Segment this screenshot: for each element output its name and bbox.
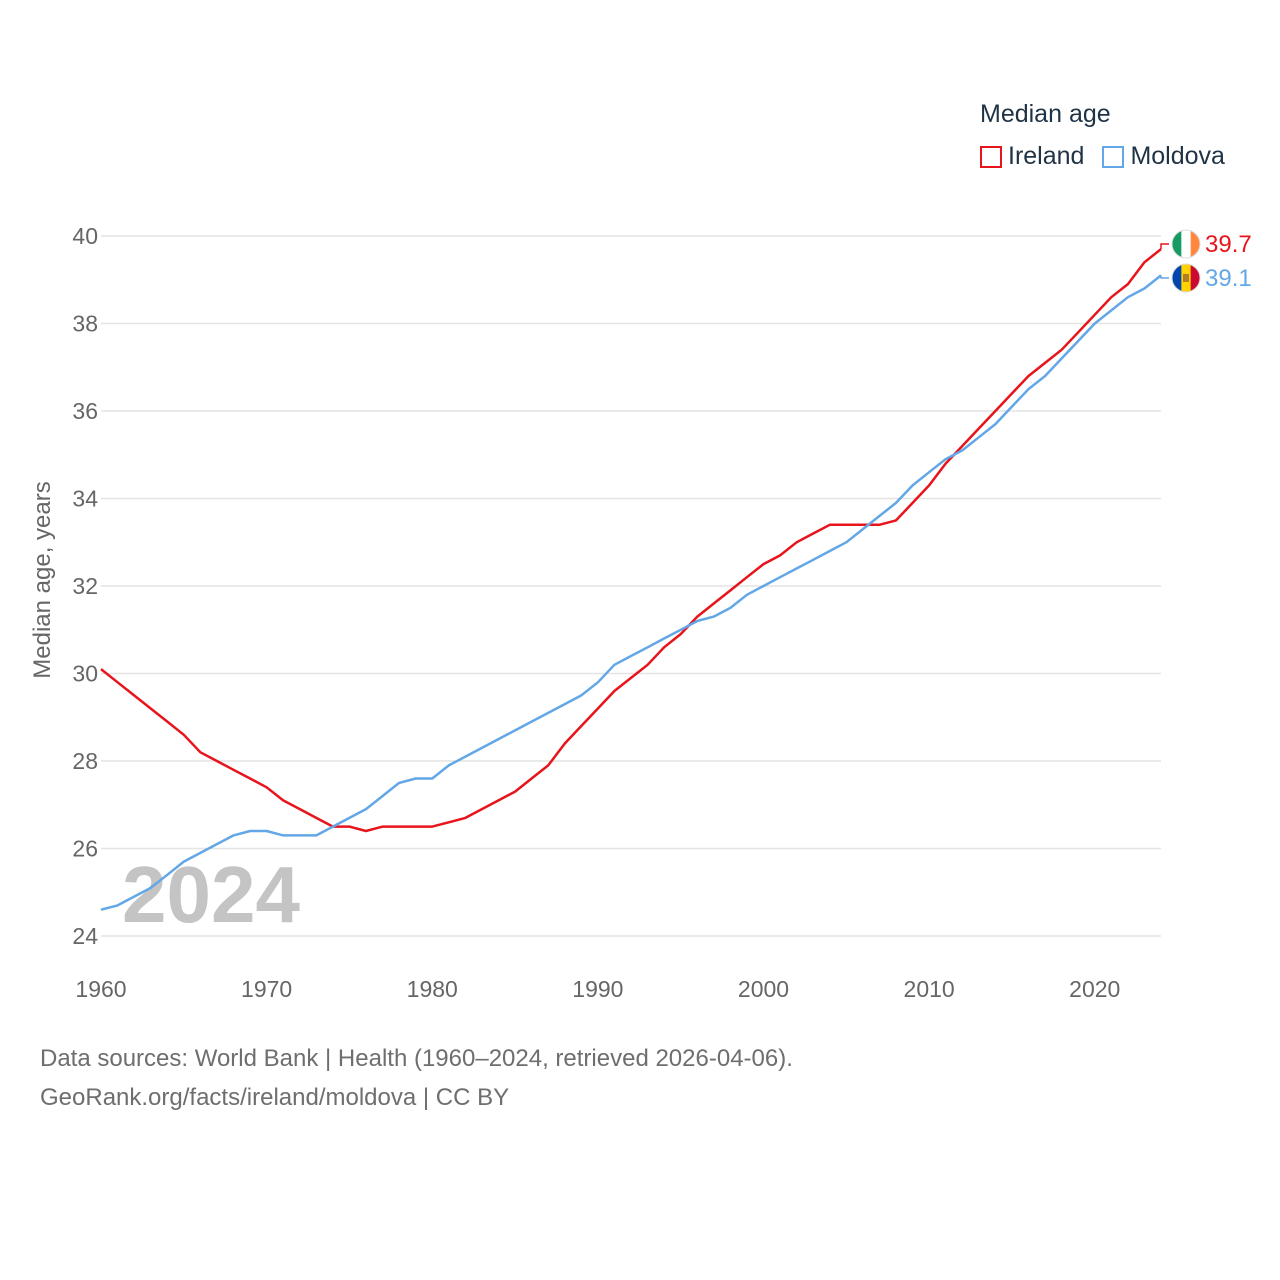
y-tick-28: 28 [72,748,98,774]
legend: Ireland Moldova [980,142,1243,171]
x-tick-1970: 1970 [241,976,292,1002]
legend-item-ireland[interactable]: Ireland [980,142,1084,171]
y-tick-36: 36 [72,398,98,424]
end-label-ireland: 39.7 [1205,231,1252,258]
end-connector-ireland [1160,243,1169,250]
y-tick-26: 26 [72,836,98,862]
legend-title: Median age [980,100,1111,128]
legend-item-moldova[interactable]: Moldova [1102,142,1225,171]
x-tick-1990: 1990 [572,976,623,1002]
series-line-moldova[interactable] [100,274,1162,911]
y-tick-24: 24 [72,923,98,949]
x-tick-1960: 1960 [75,976,126,1002]
series-line-ireland[interactable] [100,248,1162,833]
end-connector-moldova [1160,275,1169,279]
y-tick-38: 38 [72,311,98,337]
x-tick-2000: 2000 [738,976,789,1002]
legend-label-moldova: Moldova [1130,142,1225,170]
year-watermark: 2024 [122,850,300,939]
end-label-moldova: 39.1 [1205,265,1252,292]
x-tick-2020: 2020 [1069,976,1120,1002]
x-tick-2010: 2010 [904,976,955,1002]
legend-label-ireland: Ireland [1008,142,1085,170]
y-tick-30: 30 [72,661,98,687]
footer-sources: Data sources: World Bank | Health (1960–… [40,1045,793,1072]
moldova-flag-icon [1171,263,1201,293]
y-tick-34: 34 [72,486,98,512]
y-tick-32: 32 [72,573,98,599]
y-axis-label: Median age, years [29,481,56,678]
x-tick-1980: 1980 [407,976,458,1002]
legend-swatch-ireland [980,145,1002,168]
y-tick-40: 40 [72,223,98,249]
legend-swatch-moldova [1102,145,1125,168]
footer-link[interactable]: GeoRank.org/facts/ireland/moldova | CC B… [40,1084,510,1111]
ireland-flag-icon [1171,229,1201,259]
